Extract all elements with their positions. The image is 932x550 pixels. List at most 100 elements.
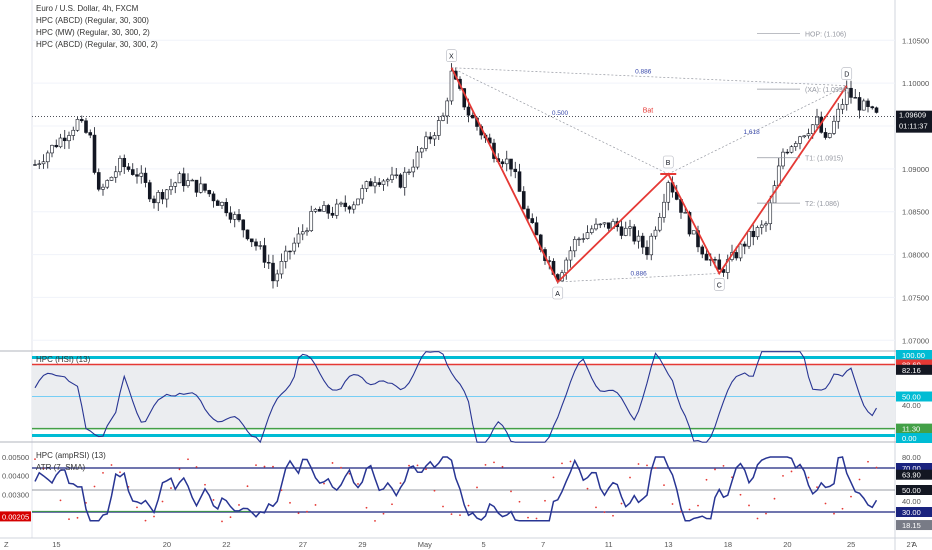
candle-bear: [632, 226, 637, 242]
atr-dot: [688, 508, 691, 511]
hsi-tick-label: 0.00: [902, 434, 917, 443]
candle-bull: [113, 171, 118, 178]
candle-bear: [62, 137, 67, 142]
candle-bull: [173, 182, 178, 187]
atr-dot: [459, 514, 461, 516]
candle-bull: [840, 104, 845, 110]
atr-dot: [629, 476, 631, 479]
candle-bear: [326, 205, 331, 214]
ratio-line-ac: [557, 273, 720, 283]
atr-dot: [340, 466, 342, 469]
atr-dot: [552, 476, 555, 479]
candle-bull: [394, 174, 399, 176]
atr-tick-label: 0.00300: [2, 490, 29, 499]
atr-dot: [484, 463, 487, 466]
candle-bull: [764, 223, 768, 226]
harmonic-pattern: 0.500 0.886 1.618 0.886 Bat X A B C D HOP: (1.106)…: [446, 31, 853, 300]
point-box-d: [841, 67, 853, 81]
candle-bear: [147, 182, 152, 200]
candle-bull: [504, 158, 509, 165]
candle-bear: [224, 201, 229, 214]
candle-bear: [130, 169, 135, 175]
hsi-tag-bg: [896, 391, 932, 402]
candle-bull: [283, 250, 288, 262]
candle-bear: [126, 166, 131, 170]
candle-bull: [781, 151, 785, 167]
atr-dot: [569, 460, 572, 463]
candle-bear: [500, 161, 505, 165]
last-price-tag: 1.09609 01:11:37: [896, 110, 932, 133]
atr-dot: [119, 471, 121, 474]
candle-bear: [509, 158, 513, 170]
time-axis-corner-left[interactable]: Z: [4, 540, 9, 549]
candle-bull: [360, 188, 365, 200]
legend-line-1[interactable]: HPC (ABCD) (Regular, 30, 300): [36, 16, 149, 25]
atr-dot: [272, 465, 274, 468]
candle-bear: [249, 238, 254, 243]
candle-bull: [232, 214, 237, 220]
candle-bull: [296, 233, 301, 244]
candle-bull: [351, 204, 356, 210]
atr-dot: [391, 503, 393, 506]
candle-bear: [92, 134, 97, 173]
atr-dot: [204, 483, 206, 486]
atr-dot: [875, 466, 878, 469]
candle-bear: [377, 182, 382, 185]
time-axis-corner-right[interactable]: A: [912, 540, 917, 549]
hsi-tick-label: 82.16: [902, 366, 921, 375]
atr-dot: [382, 512, 385, 515]
atr-dot: [637, 463, 640, 465]
price-tick-label: 1.08000: [902, 251, 929, 260]
atr-dot: [102, 471, 104, 474]
candle-bull: [445, 100, 450, 117]
candle-bull: [313, 208, 318, 212]
point-label-a: A: [555, 291, 560, 298]
rsi-tag-bg: [896, 463, 932, 473]
candle-bull: [139, 172, 144, 177]
candle-bear: [203, 183, 207, 191]
atr-dot: [850, 495, 852, 498]
candle-bull: [275, 273, 280, 282]
atr-dot: [773, 497, 776, 500]
atr-dot: [663, 484, 665, 487]
legend-line-3[interactable]: HPC (ABCD) (Regular, 30, 300, 2): [36, 40, 158, 49]
hsi-tick-label: 11.30: [902, 425, 920, 434]
candle-bear: [645, 246, 649, 256]
candle-bear: [84, 120, 88, 133]
atr-dot: [705, 478, 708, 481]
candle-bull: [424, 136, 428, 149]
candle-bull: [220, 201, 224, 206]
atr-dot: [535, 517, 538, 520]
atr-dot: [229, 516, 232, 519]
candle-bull: [564, 259, 569, 274]
ratio-label: 0.886: [635, 69, 652, 76]
atr-dot: [110, 464, 113, 466]
candle-bull: [109, 176, 114, 181]
hsi-title[interactable]: HPC (HSI) (13): [36, 355, 91, 364]
candle-bear: [713, 259, 717, 261]
candle-bull: [653, 229, 658, 237]
candle-bull: [738, 243, 743, 259]
rsi-tick-label: 80.00: [902, 453, 921, 462]
atr-dot: [314, 504, 317, 506]
point-label-x: X: [449, 54, 454, 61]
time-axis[interactable]: 15 20 22 27 29 May 5 7 11 13 18 20 25 27: [52, 540, 915, 549]
candle-bull: [572, 239, 577, 252]
atr-value-tag-bg: [0, 511, 31, 522]
atr-dot: [807, 476, 810, 479]
point-label-d: D: [844, 72, 849, 79]
candle-bear: [237, 214, 241, 221]
atr-title[interactable]: ATR (7, SMA): [36, 463, 86, 472]
atr-dot: [748, 504, 750, 507]
candle-bear: [122, 158, 127, 168]
atr-dot: [790, 470, 793, 473]
atr-dot: [518, 500, 521, 503]
legend-line-2[interactable]: HPC (MW) (Regular, 30, 300, 2): [36, 28, 150, 37]
candle-bear: [241, 219, 246, 231]
candle-bull: [364, 181, 369, 189]
candle-bear: [254, 241, 258, 247]
rsi-title[interactable]: HPC (ampRSI) (13): [36, 451, 106, 460]
candle-bull: [356, 198, 360, 206]
ratio-line-bd: [668, 85, 847, 175]
